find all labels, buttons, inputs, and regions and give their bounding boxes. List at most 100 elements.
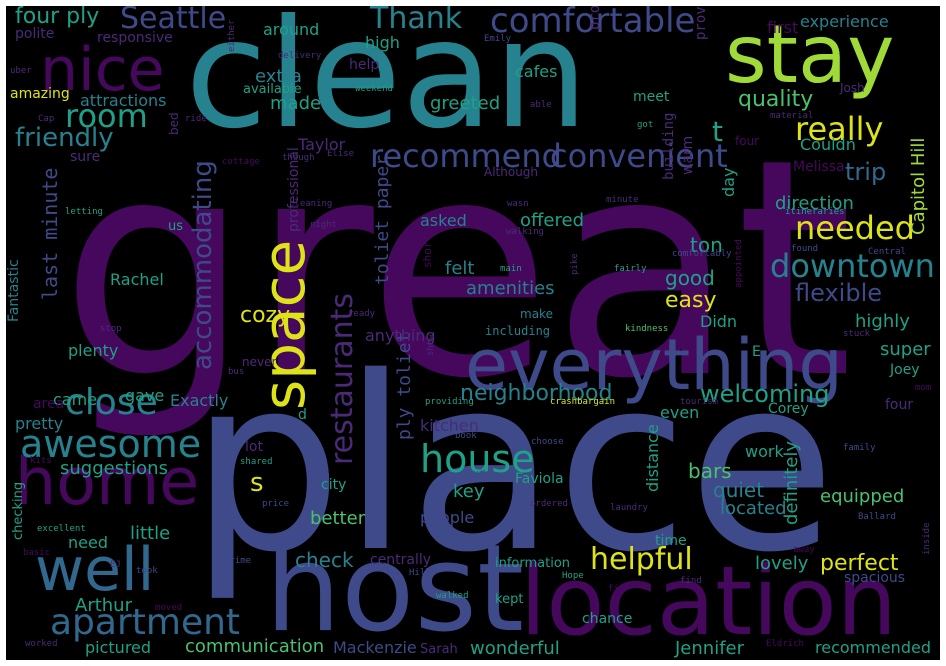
word-book: book — [455, 431, 477, 441]
word-responsive: responsive — [97, 30, 173, 46]
word-accommodating: accommodating — [188, 160, 218, 370]
word-worked: worked — [25, 639, 58, 649]
word-neighborhood: neighborhood — [460, 381, 613, 406]
word-comfortable: comfortable — [490, 6, 696, 41]
word-area: area — [33, 396, 65, 412]
word-ej: EJ — [110, 560, 121, 570]
word-mom: mom — [915, 383, 932, 393]
word-amazing: amazing — [10, 86, 70, 102]
word-experience: experience — [800, 12, 889, 31]
word-though: though — [282, 153, 315, 163]
word-came: came — [53, 390, 98, 409]
word-couldn: Couldn — [800, 135, 856, 154]
word-faviola: Faviola — [515, 471, 564, 487]
word-crashbargain: crashbargain — [550, 397, 616, 407]
word-helpful: helpful — [590, 542, 693, 577]
word-cloud: great clean place host location stay everythin… — [6, 6, 940, 660]
word-location: location — [520, 547, 897, 657]
word-centrally: centrally — [370, 552, 432, 568]
word-seattle: Seattle — [120, 6, 227, 36]
word-us: us — [168, 219, 184, 234]
word-fit: fit — [608, 584, 625, 594]
word-e: E — [752, 344, 761, 360]
word-short: short — [421, 234, 434, 268]
word-highly: highly — [855, 311, 910, 332]
word-quality: quality — [738, 87, 814, 112]
word-ride: ride — [185, 114, 207, 124]
word-taylor: Taylor — [298, 135, 346, 154]
word-people: people — [420, 508, 475, 527]
word-elise: Elise — [327, 149, 355, 159]
word-checking: checking — [11, 481, 26, 540]
word-family: family — [843, 443, 876, 453]
word-eldrich: Eldrich — [766, 639, 804, 649]
word-wasn: wasn — [507, 199, 529, 209]
word-quiet: quiet — [713, 478, 765, 502]
word-day: day — [719, 167, 738, 197]
word-exactly: Exactly — [170, 391, 229, 410]
word-amenities: amenities — [466, 278, 555, 299]
word-trip: trip — [845, 158, 887, 186]
word-downtown: downtown — [770, 247, 935, 285]
word-t: t — [712, 115, 723, 148]
word-information: information — [495, 556, 571, 571]
word-corey: Corey — [768, 401, 809, 417]
word-found: found — [791, 244, 819, 254]
word-weekend: weekend — [355, 84, 393, 94]
word-josh: Josh — [840, 81, 865, 95]
word-clean: clean — [185, 6, 589, 162]
word-comfortably: comfortably — [672, 249, 732, 259]
word-jennifer: Jennifer — [675, 638, 745, 659]
word-little: little — [130, 523, 171, 544]
word-really: really — [795, 110, 884, 148]
word-close: close — [65, 382, 158, 423]
word-easy: easy — [665, 288, 717, 313]
word-thank: Thank — [370, 6, 463, 36]
word-sarah: Sarah — [420, 642, 458, 657]
word-flexible: flexible — [795, 279, 882, 307]
word-four-ply: four ply — [15, 6, 100, 29]
word-ready: ready — [348, 309, 376, 319]
word-hill: Hill — [409, 568, 431, 578]
word-key: key — [453, 481, 485, 502]
word-cafes: cafes — [515, 62, 558, 81]
word-super: super — [880, 339, 931, 360]
word-make: make — [520, 307, 553, 321]
word-melissa: Melissa — [793, 159, 845, 175]
word-excellent: excellent — [37, 524, 86, 534]
word-night: night — [310, 220, 338, 230]
word-toliet-paper: toliet paper — [372, 154, 393, 285]
word-pretty: pretty — [15, 414, 64, 433]
word-itineraries: itineraries — [785, 207, 845, 217]
word-material: material — [770, 111, 814, 121]
word-first: first — [767, 18, 799, 37]
word-recommend: recommend — [370, 137, 562, 175]
word-stop: stop — [100, 324, 122, 334]
word-greeted: greeted — [430, 93, 501, 114]
word-arthur: Arthur — [75, 595, 132, 616]
word-bed: bed — [167, 112, 181, 135]
word-welcoming: welcoming — [700, 380, 830, 408]
word-s: s — [250, 468, 264, 498]
word-fairly: fairly — [614, 264, 647, 274]
word-everything: everything — [465, 324, 843, 406]
word-great: great — [60, 95, 854, 444]
word-find: find — [680, 576, 702, 586]
word-hope: Hope — [562, 571, 584, 581]
word-rachel: Rachel — [110, 270, 164, 289]
word-recommended: recommended — [815, 638, 931, 657]
word-ballard: Ballard — [858, 512, 896, 522]
word-cozy: cozy — [240, 303, 291, 328]
word-equipped: equipped — [820, 486, 905, 507]
word-providing: providing — [425, 397, 474, 407]
word-uber: uber — [10, 66, 32, 76]
word-kindness: kindness — [625, 324, 669, 334]
word-help: help — [349, 57, 380, 73]
word-either: either — [227, 19, 237, 52]
word-price: price — [262, 499, 290, 509]
word-even: even — [660, 403, 700, 422]
word-bus: bus — [228, 367, 245, 377]
word-need: need — [68, 533, 108, 552]
word-work: work — [745, 442, 784, 461]
word-convenient: convenient — [550, 137, 728, 175]
